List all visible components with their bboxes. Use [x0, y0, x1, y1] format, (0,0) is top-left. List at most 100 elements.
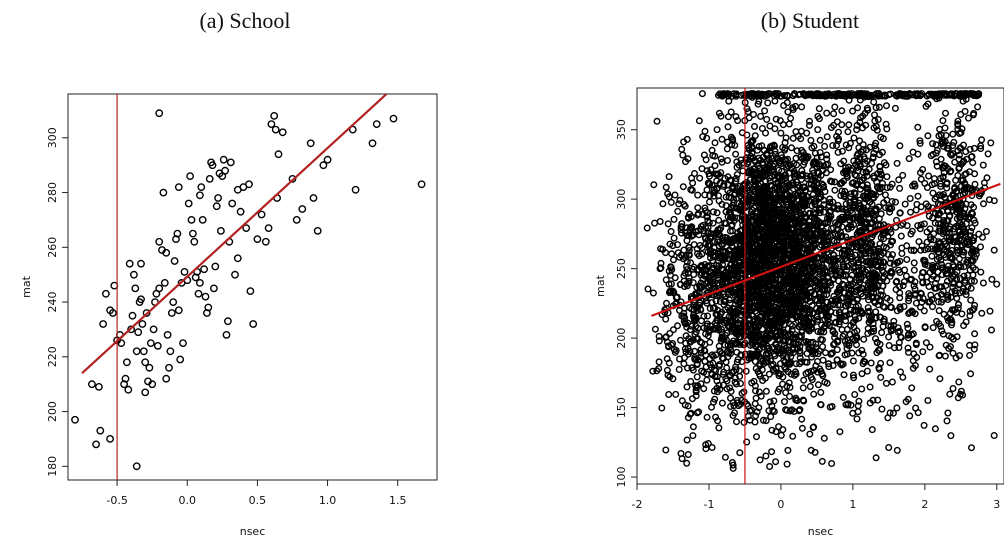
- data-point: [780, 329, 788, 337]
- data-point: [863, 146, 871, 154]
- data-point: [730, 337, 738, 345]
- data-point: [962, 170, 970, 178]
- data-point: [725, 296, 733, 304]
- data-point: [945, 344, 953, 352]
- data-point: [772, 248, 780, 256]
- data-point: [721, 453, 729, 461]
- data-point: [797, 127, 805, 135]
- data-point: [899, 171, 907, 179]
- data-point: [696, 174, 704, 182]
- data-point: [703, 134, 711, 142]
- data-point: [141, 388, 150, 397]
- data-point: [754, 316, 762, 324]
- data-point: [946, 390, 954, 398]
- data-point: [132, 347, 141, 356]
- data-point: [806, 383, 814, 391]
- data-point: [840, 371, 848, 379]
- data-point: [750, 236, 758, 244]
- data-point: [978, 309, 986, 317]
- data-point: [809, 166, 817, 174]
- data-point: [762, 183, 770, 191]
- data-point: [868, 233, 876, 241]
- data-point: [730, 217, 738, 225]
- data-point: [137, 259, 145, 268]
- data-point: [222, 330, 231, 339]
- data-point: [715, 424, 723, 432]
- data-point: [246, 287, 255, 295]
- data-point: [724, 123, 732, 131]
- data-point: [124, 385, 133, 394]
- data-point: [872, 104, 880, 112]
- data-point: [982, 227, 990, 235]
- data-point: [162, 374, 171, 383]
- data-point: [757, 112, 765, 120]
- data-point: [702, 156, 710, 164]
- data-point: [947, 343, 955, 351]
- data-point: [849, 409, 857, 417]
- y-tick-label: 240: [46, 292, 59, 313]
- data-point: [720, 368, 728, 376]
- data-point: [723, 145, 731, 153]
- data-point: [766, 144, 774, 152]
- data-point: [662, 276, 670, 284]
- data-point: [779, 426, 787, 434]
- data-point: [134, 328, 143, 337]
- data-point: [389, 114, 398, 123]
- data-point: [967, 370, 975, 378]
- data-point: [758, 274, 766, 282]
- data-point: [845, 121, 853, 129]
- data-point: [733, 184, 741, 192]
- data-point: [959, 251, 967, 259]
- data-point: [728, 308, 736, 316]
- data-point: [249, 320, 258, 328]
- data-point: [762, 417, 770, 425]
- data-point: [667, 227, 675, 235]
- data-point: [683, 459, 691, 467]
- data-point: [810, 390, 818, 398]
- data-point: [867, 359, 875, 367]
- data-point: [760, 168, 768, 176]
- data-point: [684, 451, 692, 459]
- data-point: [762, 452, 770, 460]
- data-point: [777, 129, 785, 137]
- data-point: [853, 121, 861, 129]
- data-point: [862, 168, 870, 176]
- data-point: [703, 376, 711, 384]
- data-point: [704, 227, 712, 235]
- data-point: [986, 307, 994, 315]
- data-point: [806, 117, 814, 125]
- data-point: [840, 281, 848, 289]
- data-point: [922, 102, 930, 110]
- data-point: [793, 344, 801, 352]
- data-point: [957, 387, 965, 395]
- data-point: [800, 376, 808, 384]
- data-point: [969, 159, 977, 167]
- data-point: [882, 120, 890, 128]
- data-point: [755, 165, 763, 173]
- data-point: [884, 414, 892, 422]
- data-point: [735, 367, 743, 375]
- data-point: [871, 117, 879, 125]
- data-point: [772, 458, 780, 466]
- data-point: [829, 141, 837, 149]
- x-tick-label: -0.5: [106, 494, 127, 507]
- data-point: [906, 194, 914, 202]
- data-point: [242, 224, 251, 233]
- data-point: [926, 365, 934, 373]
- data-point: [820, 434, 828, 442]
- data-point: [775, 159, 783, 167]
- data-point: [754, 181, 762, 189]
- data-point: [753, 433, 761, 441]
- data-point: [868, 426, 876, 434]
- data-point: [228, 199, 237, 208]
- data-point: [261, 237, 270, 246]
- data-point: [935, 132, 943, 140]
- data-point: [927, 291, 935, 299]
- data-point: [742, 229, 750, 237]
- data-point: [705, 218, 713, 226]
- data-point: [767, 225, 775, 233]
- data-point: [799, 384, 807, 392]
- data-point: [762, 129, 770, 137]
- data-point: [762, 316, 770, 324]
- data-point: [749, 154, 757, 162]
